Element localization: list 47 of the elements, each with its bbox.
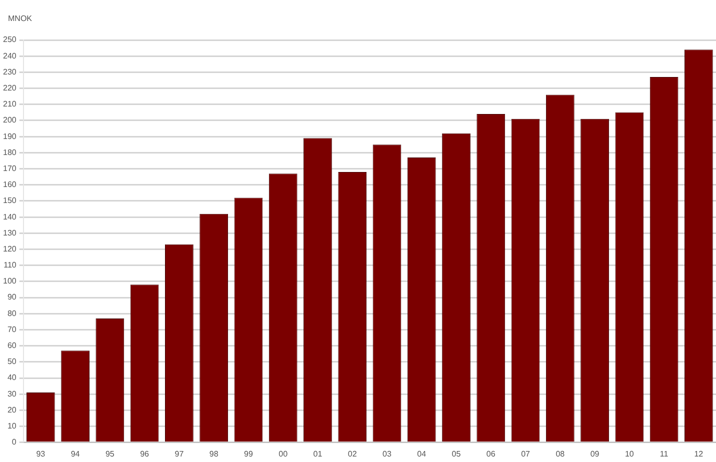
- x-tick-label: 06: [486, 449, 496, 458]
- y-tick-label: 110: [4, 260, 17, 270]
- x-tick-label: 05: [452, 449, 462, 458]
- x-tick-label: 97: [174, 449, 184, 458]
- y-tick-label: 170: [2, 164, 17, 173]
- y-tick-label: 0: [12, 438, 17, 447]
- y-tick-label: 70: [7, 324, 17, 334]
- x-tick-label: 00: [278, 449, 288, 458]
- x-tick-label: 01: [313, 449, 323, 458]
- x-tick-label: 03: [382, 449, 392, 458]
- y-tick-label: 60: [7, 341, 17, 350]
- x-tick-label: 09: [590, 449, 600, 458]
- x-tick-label: 95: [105, 449, 115, 458]
- x-tick-label: 11: [660, 449, 669, 458]
- x-tick-label: 08: [556, 449, 566, 458]
- y-tick-label: 130: [2, 228, 17, 238]
- y-tick-label: 200: [2, 116, 17, 125]
- y-tick-label: 90: [7, 292, 17, 302]
- x-tick-label: 93: [36, 449, 46, 458]
- y-tick-label: 80: [7, 308, 17, 318]
- y-tick-label: 150: [2, 196, 17, 206]
- x-tick-label: 04: [417, 449, 427, 458]
- y-axis-title: MNOK: [8, 14, 32, 23]
- x-tick-label: 12: [694, 449, 704, 458]
- x-tick-label: 99: [244, 449, 254, 458]
- x-tick-label: 94: [70, 449, 80, 458]
- y-tick-label: 210: [2, 100, 17, 109]
- y-tick-label: 160: [2, 180, 17, 190]
- y-tick-label: 250: [2, 35, 17, 44]
- x-tick-label: 96: [140, 449, 150, 458]
- y-tick-label: 190: [2, 132, 17, 141]
- y-tick-label: 120: [2, 244, 17, 254]
- y-tick-label: 20: [7, 405, 17, 414]
- y-tick-label: 140: [2, 212, 17, 222]
- y-tick-label: 100: [2, 276, 17, 286]
- y-tick-label: 230: [2, 67, 17, 76]
- x-tick-label: 10: [624, 449, 634, 458]
- y-tick-label: 10: [7, 422, 17, 431]
- y-tick-label: 220: [2, 83, 17, 92]
- y-tick-label: 40: [7, 373, 17, 382]
- x-tick-label: 07: [521, 449, 531, 458]
- y-tick-label: 180: [2, 148, 17, 157]
- x-tick-label: 02: [348, 449, 358, 458]
- y-tick-label: 50: [7, 357, 17, 366]
- y-tick-label: 30: [7, 389, 17, 398]
- y-tick-label: 240: [2, 51, 17, 60]
- x-tick-label: 98: [209, 449, 219, 458]
